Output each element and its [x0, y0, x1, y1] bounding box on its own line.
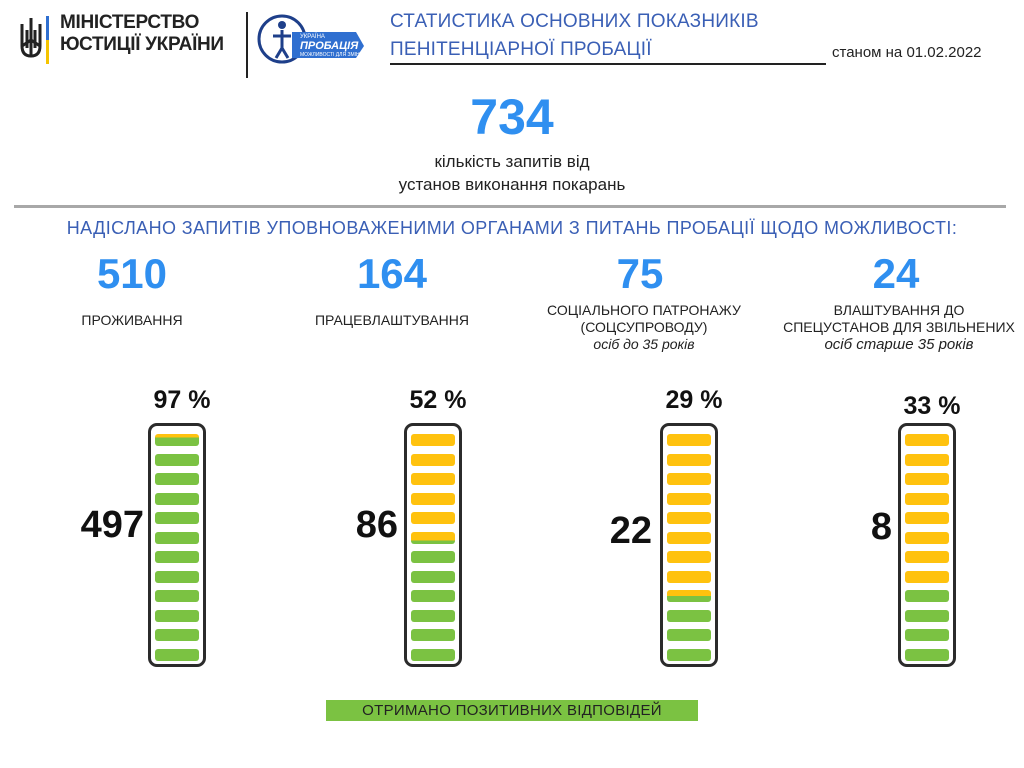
percent-label: 52 % — [409, 386, 467, 414]
response-gauge — [404, 423, 462, 667]
gauge-segment — [411, 512, 455, 524]
gauge-segment — [155, 570, 199, 583]
report-title-line1: СТАТИСТИКА ОСНОВНИХ ПОКАЗНИКІВ — [390, 11, 759, 32]
gauge-segment — [905, 512, 949, 524]
ministry-name: МІНІСТЕРСТВО ЮСТИЦІЇ УКРАЇНИ — [60, 12, 224, 56]
gauge-segment — [905, 551, 949, 563]
gauge-segment — [411, 434, 455, 446]
gauge-segment — [667, 648, 711, 661]
response-gauge — [660, 423, 718, 667]
gauge-segment — [667, 531, 711, 544]
response-gauge — [148, 423, 206, 667]
category-value: 24 — [872, 250, 920, 297]
gauge-segment — [905, 629, 949, 641]
percent-label: 97 % — [153, 386, 211, 414]
ministry-name-line2: ЮСТИЦІЇ УКРАЇНИ — [60, 34, 224, 55]
gauge-segment — [155, 551, 199, 563]
category-label: ПРОЖИВАННЯ — [32, 312, 232, 329]
category-label-line1: ПРОЖИВАННЯ — [81, 312, 183, 328]
gauge-segment — [667, 590, 711, 602]
gauge-segment — [155, 629, 199, 641]
category-label-line1: ВЛАШТУВАННЯ ДО — [833, 302, 965, 318]
probation-logo-text3: МОЖЛИВОСТІ ДЛЯ ЗМІН — [300, 52, 360, 58]
gauge-segment — [411, 473, 455, 485]
section-separator — [14, 205, 1006, 208]
total-requests-caption-line2: установ виконання покарань — [398, 175, 626, 194]
percent-label: 33 % — [903, 392, 961, 420]
gauge-segment — [905, 473, 949, 485]
gauge-segment — [667, 609, 711, 622]
category-sublabel: осіб старше 35 років — [824, 336, 974, 353]
gauge-segment — [411, 570, 455, 583]
category-label: ПРАЦЕВЛАШТУВАННЯ — [292, 312, 492, 329]
category-label-line2: СПЕЦУСТАНОВ ДЛЯ ЗВІЛЬНЕНИХ — [783, 319, 1015, 335]
gauge-segment — [155, 648, 199, 661]
gauge-segment — [667, 453, 711, 466]
gauge-segment — [905, 453, 949, 466]
gauge-segment — [667, 629, 711, 641]
total-requests-caption-line1: кількість запитів від — [434, 152, 590, 171]
positive-count: 8 — [870, 506, 892, 548]
gauge-segment — [155, 590, 199, 602]
probation-logo: УКРАЇНА ПРОБАЦІЯ МОЖЛИВОСТІ ДЛЯ ЗМІН — [257, 14, 364, 64]
category-label-line1: ПРАЦЕВЛАШТУВАННЯ — [314, 312, 470, 328]
percent-label: 29 % — [665, 386, 723, 414]
gauge-segment — [411, 492, 455, 505]
gauge-segment — [411, 531, 455, 544]
probation-logo-text1: УКРАЇНА — [300, 33, 325, 40]
gauge-segment — [905, 492, 949, 505]
gauge-segment — [905, 648, 949, 661]
gauge-segment — [905, 590, 949, 602]
category-value: 164 — [356, 250, 428, 297]
section-title: НАДІСЛАНО ЗАПИТІВ УПОВНОВАЖЕНИМИ ОРГАНАМ… — [66, 218, 958, 238]
gauge-segment — [667, 570, 711, 583]
gauge-segment — [667, 473, 711, 485]
gauge-segment — [155, 609, 199, 622]
gauge-segment — [667, 434, 711, 446]
trident-icon — [20, 16, 49, 64]
gauge-segment — [411, 551, 455, 563]
category-label: ВЛАШТУВАННЯ ДО СПЕЦУСТАНОВ ДЛЯ ЗВІЛЬНЕНИ… — [774, 302, 1024, 353]
positive-count: 497 — [80, 504, 144, 546]
gauge-segment — [905, 570, 949, 583]
gauge-segment — [411, 453, 455, 466]
category-label-line1: СОЦІАЛЬНОГО ПАТРОНАЖУ — [547, 302, 741, 318]
positive-count: 86 — [355, 504, 398, 546]
report-title: СТАТИСТИКА ОСНОВНИХ ПОКАЗНИКІВ ПЕНІТЕНЦІ… — [390, 8, 759, 64]
legend-positive-responses: ОТРИМАНО ПОЗИТИВНИХ ВІДПОВІДЕЙ — [326, 700, 698, 721]
report-title-line2: ПЕНІТЕНЦІАРНОЇ ПРОБАЦІЇ — [390, 39, 652, 60]
gauge-segment — [905, 434, 949, 446]
category-sublabel: осіб до 35 років — [593, 336, 695, 352]
gauge-segment — [155, 531, 199, 544]
header-divider — [246, 12, 248, 78]
gauge-segment — [155, 473, 199, 485]
positive-count: 22 — [609, 510, 652, 552]
gauge-segment — [155, 453, 199, 466]
gauge-segment — [155, 512, 199, 524]
gauge-segment — [411, 609, 455, 622]
gauge-segment — [411, 629, 455, 641]
ministry-name-line1: МІНІСТЕРСТВО — [60, 12, 200, 33]
gauge-segment — [905, 531, 949, 544]
probation-logo-text2: ПРОБАЦІЯ — [300, 40, 359, 52]
gauge-segment — [155, 492, 199, 505]
as-of-date: станом на 01.02.2022 — [832, 44, 982, 61]
total-requests-caption: кількість запитів від установ виконання … — [0, 150, 1024, 196]
total-requests-value: 734 — [470, 89, 554, 145]
gauge-segment — [667, 492, 711, 505]
gauge-segment — [667, 551, 711, 563]
category-label: СОЦІАЛЬНОГО ПАТРОНАЖУ (СОЦСУПРОВОДУ) осі… — [534, 302, 754, 353]
gauge-segment — [667, 512, 711, 524]
category-value: 75 — [616, 250, 664, 297]
gauge-segment — [411, 590, 455, 602]
response-gauge — [898, 423, 956, 667]
gauge-segment — [411, 648, 455, 661]
category-value: 510 — [96, 250, 168, 297]
gauge-segment — [155, 434, 199, 446]
category-label-line2: (СОЦСУПРОВОДУ) — [580, 319, 708, 335]
gauge-segment — [905, 609, 949, 622]
title-underline — [390, 63, 826, 65]
